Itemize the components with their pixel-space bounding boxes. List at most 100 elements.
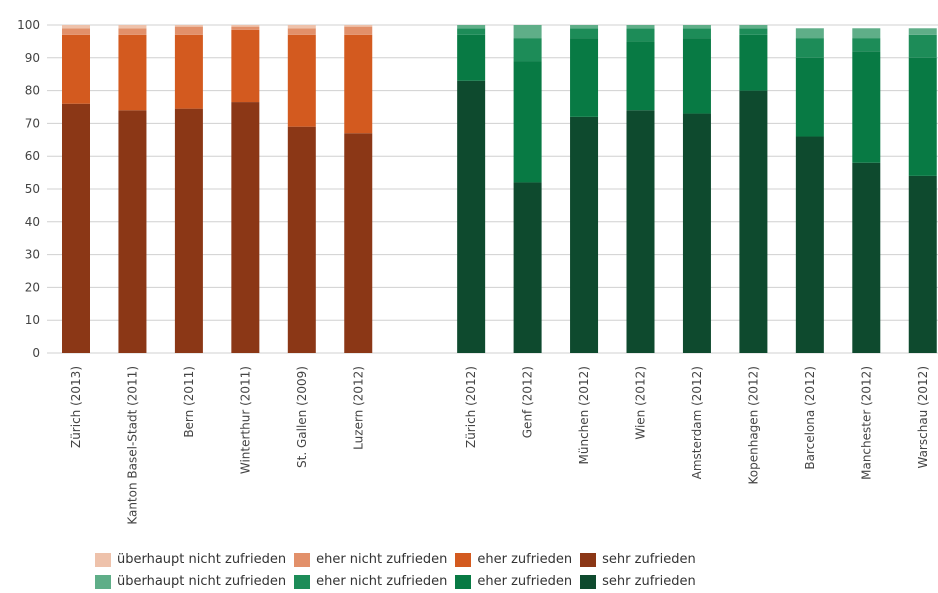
y-tick-label: 0 — [32, 346, 40, 360]
x-category-label: Luzern (2012) — [351, 366, 365, 450]
legend-swatch — [294, 553, 311, 567]
legend-label: überhaupt nicht zufrieden — [117, 574, 287, 589]
legend-row: überhaupt nicht zufrieden eher nicht zufr… — [95, 571, 704, 593]
bar-segment — [626, 110, 655, 353]
bar-segment — [795, 136, 824, 353]
bar-segment — [852, 162, 881, 353]
legend-label: eher zufrieden — [477, 574, 573, 589]
bar-segment — [344, 133, 373, 353]
bars — [62, 25, 937, 354]
x-category-label: Winterthur (2011) — [238, 366, 252, 474]
bar-segment — [457, 25, 486, 29]
y-tick-label: 40 — [25, 215, 40, 229]
legend-swatch — [455, 575, 472, 589]
x-category-label: Warschau (2012) — [916, 366, 930, 469]
bar-segment — [570, 28, 599, 39]
bar-segment — [231, 26, 260, 30]
bar-segment — [739, 28, 768, 35]
bar-segment — [62, 25, 90, 29]
legend-label: sehr zufrieden — [602, 552, 696, 567]
x-category-label: Genf (2012) — [521, 366, 535, 438]
y-tick-label: 100 — [17, 18, 40, 32]
bar-segment — [739, 25, 768, 29]
legend-label: eher zufrieden — [477, 552, 573, 567]
bar-segment — [174, 108, 203, 353]
bar-segment — [457, 34, 486, 81]
bar-segment — [852, 28, 881, 39]
bar-segment — [908, 34, 937, 58]
legend-item[interactable]: überhaupt nicht zufrieden — [95, 549, 286, 571]
y-axis-ticks: 0 10 20 30 40 50 60 70 80 90 100 — [17, 18, 40, 360]
bar-segment — [795, 28, 824, 39]
bar-segment — [513, 25, 542, 39]
x-category-label: Amsterdam (2012) — [690, 366, 704, 479]
legend-swatch — [455, 553, 472, 567]
bar-segment — [626, 41, 655, 111]
bar-segment — [626, 25, 655, 29]
bar-segment — [513, 38, 542, 62]
bar-segment — [852, 38, 881, 52]
x-category-label: München (2012) — [577, 366, 591, 464]
bar-segment — [908, 175, 937, 353]
bar-segment — [118, 28, 147, 35]
bar-segment — [118, 25, 147, 29]
x-category-label: Kopenhagen (2012) — [746, 366, 760, 485]
legend-item[interactable]: überhaupt nicht zufrieden — [95, 571, 286, 593]
y-tick-label: 60 — [25, 149, 40, 163]
x-category-label: Manchester (2012) — [859, 366, 873, 480]
legend-item[interactable]: eher nicht zufrieden — [294, 549, 447, 571]
legend-item[interactable]: sehr zufrieden — [580, 571, 696, 593]
bar-segment — [174, 34, 203, 109]
x-category-label: Wien (2012) — [634, 366, 648, 440]
x-category-label: St. Gallen (2009) — [295, 366, 309, 468]
bar-segment — [682, 38, 711, 114]
bar-segment — [62, 34, 90, 104]
bar-segment — [908, 57, 937, 176]
legend-label: eher nicht zufrieden — [316, 574, 448, 589]
bar-segment — [739, 34, 768, 91]
bar-segment — [739, 90, 768, 353]
bar-segment — [344, 25, 373, 27]
legend-label: überhaupt nicht zufrieden — [117, 552, 287, 567]
bar-segment — [795, 57, 824, 137]
bar-segment — [118, 34, 147, 111]
bar-segment — [570, 38, 599, 117]
bar-segment — [682, 28, 711, 39]
bar-segment — [287, 34, 316, 127]
x-category-label: Bern (2011) — [182, 366, 196, 438]
y-tick-label: 70 — [25, 116, 40, 130]
bar-segment — [795, 38, 824, 58]
bar-segment — [62, 103, 90, 353]
x-category-label: Barcelona (2012) — [803, 366, 817, 470]
y-tick-label: 30 — [25, 248, 40, 262]
legend-row: überhaupt nicht zufrieden eher nicht zufr… — [95, 549, 704, 571]
bar-segment — [287, 28, 316, 35]
bar-segment — [174, 26, 203, 35]
bar-segment — [682, 113, 711, 353]
y-tick-label: 50 — [25, 182, 40, 196]
x-category-label: Zürich (2013) — [69, 366, 83, 448]
bar-segment — [344, 26, 373, 35]
legend-swatch — [95, 553, 111, 567]
bar-segment — [457, 28, 486, 35]
stacked-bar-chart: 0 10 20 30 40 50 60 70 80 90 100 Zürich (2013) Kant… — [17, 18, 938, 525]
legend-item[interactable]: eher zufrieden — [455, 571, 572, 593]
legend-swatch — [580, 553, 597, 567]
legend-swatch — [294, 575, 311, 589]
bar-segment — [344, 34, 373, 134]
bar-segment — [231, 25, 260, 27]
legend-item[interactable]: eher zufrieden — [455, 549, 572, 571]
bar-segment — [174, 25, 203, 27]
bar-segment — [231, 102, 260, 353]
bar-segment — [682, 25, 711, 29]
bar-segment — [118, 110, 147, 353]
y-tick-label: 20 — [25, 280, 40, 294]
legend-item[interactable]: eher nicht zufrieden — [294, 571, 447, 593]
bar-segment — [457, 80, 486, 353]
bar-segment — [62, 28, 90, 35]
legend-swatch — [95, 575, 111, 589]
bar-segment — [287, 126, 316, 354]
legend-item[interactable]: sehr zufrieden — [580, 549, 696, 571]
bar-segment — [908, 28, 937, 35]
bar-segment — [570, 116, 599, 353]
